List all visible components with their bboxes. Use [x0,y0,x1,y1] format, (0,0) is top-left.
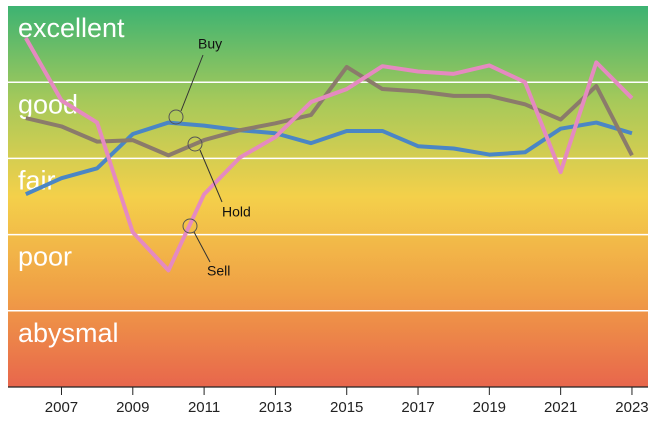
annotation-circle [168,109,184,125]
annotation-leader [199,149,223,203]
x-tick-label: 2015 [330,399,363,416]
annotation-hold: Hold [187,136,251,220]
x-tick-label: 2013 [259,399,292,416]
series-line [24,37,634,273]
annotation-leader [193,231,211,263]
annotation-text: Buy [198,36,222,52]
band-label: poor [18,242,72,272]
annotation-text: Sell [207,263,230,279]
series-line [25,64,634,158]
x-tick-label: 2023 [615,399,648,416]
annotation-text: Hold [222,204,251,220]
x-tick-label: 2021 [544,399,577,416]
x-tick-label: 2017 [401,399,434,416]
band-label: abysmal [18,318,119,348]
annotation-buy: Buy [168,36,222,125]
annotation-circle [182,218,198,234]
x-tick-label: 2009 [116,399,149,416]
annotation-sell: Sell [182,218,230,279]
x-tick-label: 2007 [45,399,78,416]
x-tick-label: 2019 [473,399,506,416]
plot-background [8,6,648,387]
x-tick-label: 2011 [188,399,220,416]
band-label: excellent [18,13,125,43]
annotation-leader [180,54,204,112]
annotation-circle [187,136,203,152]
